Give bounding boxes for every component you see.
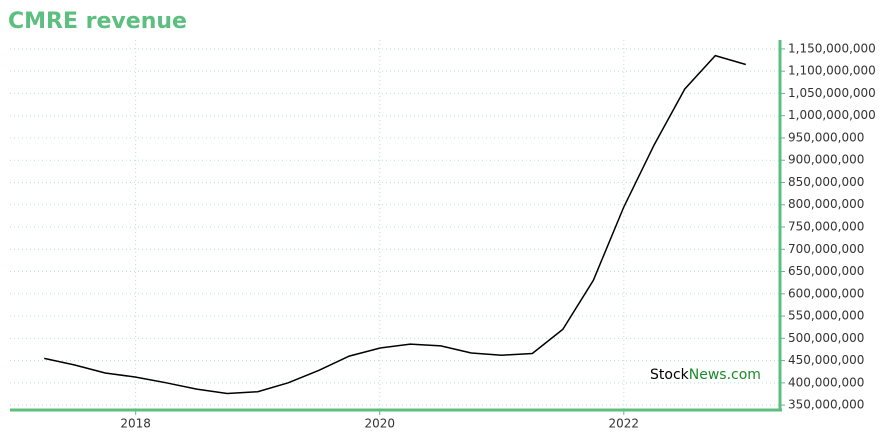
line-series — [44, 54, 747, 395]
y-tick-label: 650,000,000 — [788, 264, 864, 278]
x-tick-label: 2020 — [364, 417, 395, 431]
y-tick-label: 750,000,000 — [788, 220, 864, 234]
y-tick-label: 850,000,000 — [788, 175, 864, 189]
y-tick-label: 950,000,000 — [788, 130, 864, 144]
y-tick-label: 600,000,000 — [788, 286, 864, 300]
watermark-part: .com — [727, 367, 761, 383]
y-tick-label: 450,000,000 — [788, 353, 864, 367]
y-tick-label: 900,000,000 — [788, 153, 864, 167]
y-tick-label: 1,000,000,000 — [788, 108, 876, 122]
x-tick-label: 2022 — [609, 417, 640, 431]
y-tick-label: 400,000,000 — [788, 375, 864, 389]
chart-title: CMRE revenue — [8, 9, 187, 34]
watermark-part: News — [689, 367, 727, 383]
y-tick-label: 1,150,000,000 — [788, 41, 876, 55]
y-tick-label: 700,000,000 — [788, 242, 864, 256]
watermark-part: Stock — [650, 367, 690, 383]
y-tick-label: 1,050,000,000 — [788, 86, 876, 100]
x-tick-label: 2018 — [120, 417, 151, 431]
y-tick-label: 800,000,000 — [788, 197, 864, 211]
y-tick-label: 550,000,000 — [788, 309, 864, 323]
watermark: StockNews.com — [650, 367, 761, 383]
y-tick-label: 350,000,000 — [788, 398, 864, 412]
y-tick-label: 500,000,000 — [788, 331, 864, 345]
y-tick-label: 1,100,000,000 — [788, 64, 876, 78]
